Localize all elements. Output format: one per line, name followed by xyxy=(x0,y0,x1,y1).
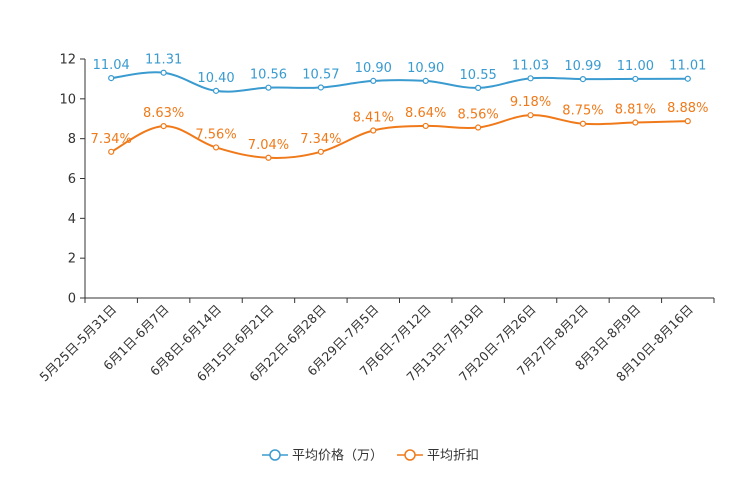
x-tick-label: 5月25日-5月31日 xyxy=(36,302,119,385)
data-point xyxy=(108,75,115,82)
data-point xyxy=(160,123,167,130)
data-point xyxy=(370,77,377,85)
data-point xyxy=(632,75,639,83)
data-point xyxy=(317,84,324,91)
data-label: 7.04% xyxy=(248,138,289,153)
y-tick-label: 4 xyxy=(68,212,76,227)
data-point xyxy=(265,84,272,91)
data-label: 11.00 xyxy=(617,59,654,74)
data-point xyxy=(579,76,587,83)
data-label: 8.56% xyxy=(457,108,498,123)
data-label: 7.56% xyxy=(195,127,236,142)
legend: 平均价格（万） 平均折扣 xyxy=(262,448,479,464)
legend-item-1: 平均价格（万） xyxy=(262,448,383,464)
data-label: 11.03 xyxy=(512,58,549,73)
data-point xyxy=(579,120,587,127)
y-tick-label: 0 xyxy=(68,292,76,307)
data-point xyxy=(684,118,691,125)
y-tick-label: 6 xyxy=(68,172,76,187)
legend-label: 平均折扣 xyxy=(427,449,479,464)
y-tick-label: 12 xyxy=(59,53,76,68)
data-label: 9.18% xyxy=(510,95,551,110)
data-point xyxy=(527,75,534,82)
series-lines: 11.04 11.31 10.40 10.56 10.57 10.90 10.90 10.55… xyxy=(91,53,708,161)
y-tick-label: 10 xyxy=(59,92,76,107)
data-label: 7.34% xyxy=(91,132,132,147)
data-label: 11.04 xyxy=(93,58,130,73)
series-2: 7.34% 8.63% 7.56% 7.04% 7.34% 8.41% 8.64% 8.56%… xyxy=(91,95,708,161)
data-label: 8.75% xyxy=(562,104,603,119)
legend-label: 平均价格（万） xyxy=(292,448,383,464)
series-line xyxy=(110,114,688,159)
data-point xyxy=(475,84,482,91)
data-label: 10.57 xyxy=(302,67,339,82)
data-label: 10.40 xyxy=(197,71,234,86)
legend-item-2: 平均折扣 xyxy=(397,449,479,464)
data-label: 7.34% xyxy=(300,132,341,147)
data-label: 10.99 xyxy=(564,59,601,74)
series-1: 11.04 11.31 10.40 10.56 10.57 10.90 10.90 10.55… xyxy=(93,53,706,94)
legend-marker xyxy=(269,449,281,461)
data-point xyxy=(527,112,534,119)
data-point xyxy=(422,122,429,130)
data-label: 10.90 xyxy=(355,61,392,76)
data-label: 10.55 xyxy=(460,68,497,83)
data-point xyxy=(108,148,115,155)
data-point xyxy=(632,119,639,126)
data-point xyxy=(684,75,691,82)
data-point xyxy=(212,87,220,94)
data-label: 11.01 xyxy=(669,59,706,74)
legend-marker xyxy=(404,449,416,461)
y-tick-label: 2 xyxy=(68,252,76,267)
series-line xyxy=(111,71,688,93)
data-label: 10.56 xyxy=(250,68,287,83)
data-point xyxy=(422,77,429,85)
data-point xyxy=(317,148,324,155)
data-label: 11.31 xyxy=(145,53,182,68)
data-label: 8.63% xyxy=(143,106,184,121)
data-label: 10.90 xyxy=(407,61,444,76)
data-point xyxy=(212,144,220,151)
data-point xyxy=(370,127,377,134)
y-tick-label: 8 xyxy=(68,132,76,147)
data-label: 8.81% xyxy=(615,103,656,118)
data-point xyxy=(265,154,272,161)
data-point xyxy=(475,124,482,131)
data-label: 8.64% xyxy=(405,106,446,121)
axes: 0246810125月25日-5月31日6月1日-6月7日6月8日-6月14日6… xyxy=(36,53,715,385)
data-label: 8.88% xyxy=(667,101,708,116)
data-point xyxy=(160,69,167,76)
data-label: 8.41% xyxy=(353,111,394,126)
